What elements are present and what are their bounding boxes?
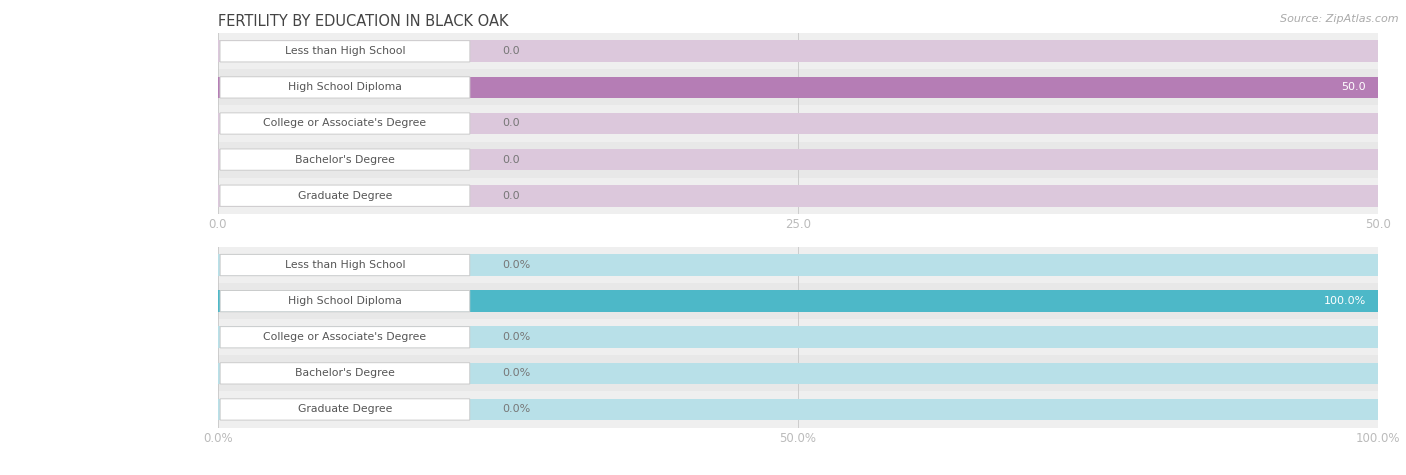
- Text: Bachelor's Degree: Bachelor's Degree: [295, 154, 395, 165]
- Text: 0.0: 0.0: [502, 190, 520, 201]
- FancyBboxPatch shape: [219, 41, 470, 62]
- FancyBboxPatch shape: [219, 113, 470, 134]
- Text: Source: ZipAtlas.com: Source: ZipAtlas.com: [1281, 14, 1399, 24]
- Text: Graduate Degree: Graduate Degree: [298, 190, 392, 201]
- Bar: [218, 254, 1378, 276]
- Text: High School Diploma: High School Diploma: [288, 296, 402, 306]
- Text: College or Associate's Degree: College or Associate's Degree: [263, 332, 426, 342]
- Text: 0.0%: 0.0%: [502, 404, 530, 415]
- Text: 0.0%: 0.0%: [502, 332, 530, 342]
- Text: 0.0%: 0.0%: [502, 260, 530, 270]
- Bar: [218, 40, 1378, 62]
- Bar: [218, 185, 1378, 207]
- Bar: [218, 113, 1378, 134]
- Text: FERTILITY BY EDUCATION IN BLACK OAK: FERTILITY BY EDUCATION IN BLACK OAK: [218, 14, 509, 29]
- Bar: [218, 290, 1378, 312]
- Text: Less than High School: Less than High School: [284, 46, 405, 57]
- Bar: [218, 399, 1378, 420]
- Bar: [218, 33, 1378, 69]
- Bar: [218, 69, 1378, 105]
- Bar: [218, 142, 1378, 178]
- Text: 0.0: 0.0: [502, 118, 520, 129]
- Text: Bachelor's Degree: Bachelor's Degree: [295, 368, 395, 379]
- Bar: [218, 319, 1378, 355]
- Text: 50.0: 50.0: [1341, 82, 1367, 93]
- FancyBboxPatch shape: [219, 77, 470, 98]
- Bar: [218, 290, 1378, 312]
- Text: High School Diploma: High School Diploma: [288, 82, 402, 93]
- Bar: [218, 76, 1378, 98]
- Text: 0.0%: 0.0%: [502, 368, 530, 379]
- Bar: [218, 105, 1378, 142]
- Bar: [218, 76, 1378, 98]
- Bar: [218, 355, 1378, 391]
- FancyBboxPatch shape: [221, 327, 470, 348]
- Bar: [218, 283, 1378, 319]
- Text: College or Associate's Degree: College or Associate's Degree: [263, 118, 426, 129]
- FancyBboxPatch shape: [221, 255, 470, 276]
- Bar: [218, 362, 1378, 384]
- FancyBboxPatch shape: [221, 363, 470, 384]
- FancyBboxPatch shape: [219, 149, 470, 170]
- Bar: [218, 326, 1378, 348]
- Bar: [218, 178, 1378, 214]
- FancyBboxPatch shape: [221, 291, 470, 312]
- Text: Graduate Degree: Graduate Degree: [298, 404, 392, 415]
- Text: 0.0: 0.0: [502, 154, 520, 165]
- Text: 0.0: 0.0: [502, 46, 520, 57]
- FancyBboxPatch shape: [219, 185, 470, 206]
- Text: Less than High School: Less than High School: [284, 260, 405, 270]
- Text: 100.0%: 100.0%: [1324, 296, 1367, 306]
- Bar: [218, 149, 1378, 171]
- Bar: [218, 391, 1378, 428]
- FancyBboxPatch shape: [221, 399, 470, 420]
- Bar: [218, 247, 1378, 283]
